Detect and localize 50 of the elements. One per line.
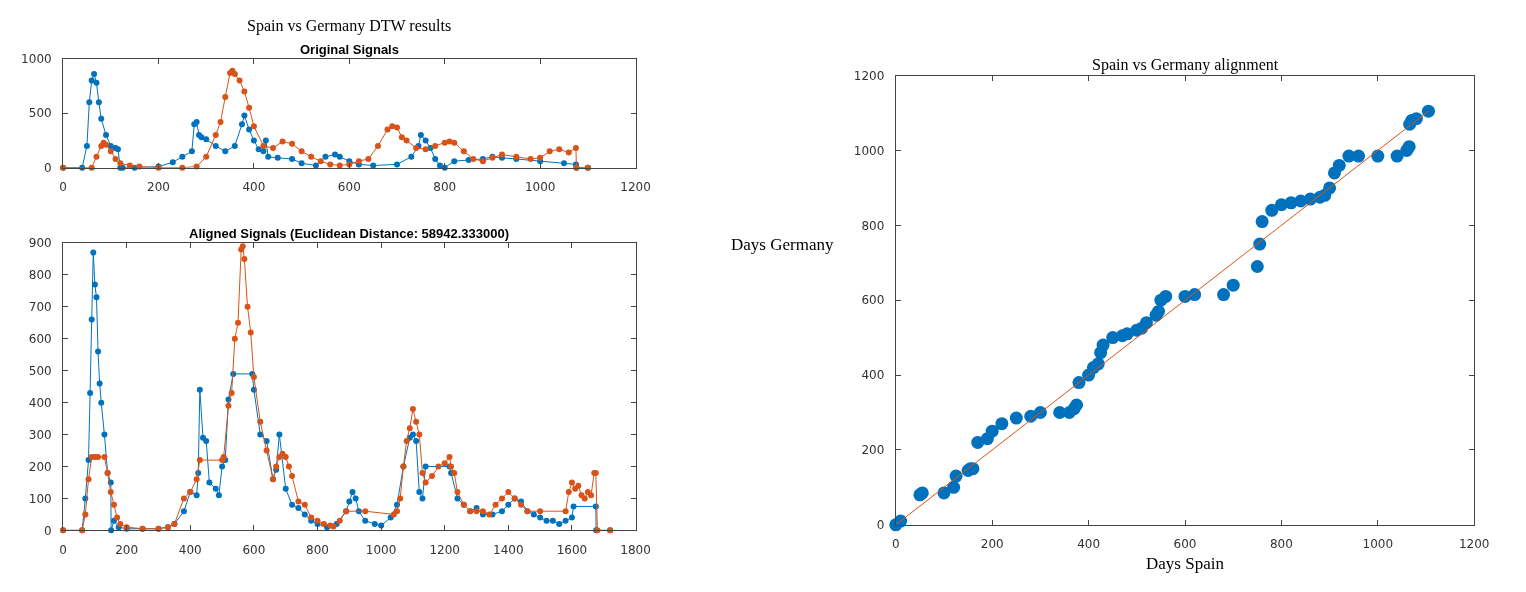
x-tick-label: 200 xyxy=(980,537,1004,552)
x-tick-label: 1200 xyxy=(1458,537,1490,552)
y-tick-label: 1200 xyxy=(853,68,885,83)
x-tick-label: 1200 xyxy=(429,542,460,557)
y-tick-label: 1000 xyxy=(853,143,885,158)
x-tick-label: 600 xyxy=(337,180,361,195)
x-tick-label: 1000 xyxy=(1362,537,1394,552)
x-tick-label: 200 xyxy=(147,180,170,195)
y-tick-label: 800 xyxy=(861,218,885,233)
x-tick-label: 0 xyxy=(59,542,67,557)
x-tick-label: 600 xyxy=(242,542,266,557)
x-tick-label: 0 xyxy=(891,537,900,552)
x-tick-label: 600 xyxy=(1173,537,1197,552)
y-tick-label: 1000 xyxy=(21,52,52,67)
x-tick-label: 1200 xyxy=(620,180,651,195)
x-tick-label: 1800 xyxy=(620,542,651,557)
x-tick-label: 200 xyxy=(115,542,139,557)
y-tick-label: 200 xyxy=(861,443,885,458)
y-tick-label: 0 xyxy=(876,517,885,532)
y-axis-title: Days Germany xyxy=(731,235,834,254)
x-tick-label: 800 xyxy=(433,180,457,195)
x-tick-label: 1600 xyxy=(556,542,588,557)
chart-title: Spain vs Germany DTW results xyxy=(247,17,452,35)
y-tick-label: 400 xyxy=(861,368,885,383)
x-axis-title: Days Spain xyxy=(1146,553,1225,573)
chart-title: Aligned Signals (Euclidean Distance: 58942.333000) xyxy=(189,226,510,241)
y-tick-label: 100 xyxy=(28,491,52,506)
x-tick-label: 800 xyxy=(1269,537,1293,552)
x-tick-label: 400 xyxy=(178,542,202,557)
y-tick-label: 700 xyxy=(28,300,52,315)
x-tick-label: 1000 xyxy=(365,542,397,557)
x-tick-label: 400 xyxy=(1077,537,1101,552)
chart-subtitle: Original Signals xyxy=(300,42,399,57)
y-tick-label: 600 xyxy=(28,331,52,346)
x-tick-label: 400 xyxy=(242,180,266,195)
y-tick-label: 800 xyxy=(28,268,52,283)
y-tick-label: 600 xyxy=(861,293,885,308)
y-tick-label: 500 xyxy=(28,363,52,378)
y-tick-label: 300 xyxy=(28,427,52,442)
x-tick-label: 800 xyxy=(306,542,329,557)
y-tick-label: 400 xyxy=(28,395,52,410)
y-tick-label: 900 xyxy=(28,236,52,251)
x-tick-label: 1000 xyxy=(524,180,556,195)
y-tick-label: 0 xyxy=(44,523,52,538)
y-tick-label: 500 xyxy=(28,106,52,121)
x-tick-label: 0 xyxy=(59,180,67,195)
chart-title: Spain vs Germany alignment xyxy=(1092,56,1279,74)
y-tick-label: 0 xyxy=(44,160,52,175)
x-tick-label: 1400 xyxy=(493,542,524,557)
y-tick-label: 200 xyxy=(28,459,52,474)
